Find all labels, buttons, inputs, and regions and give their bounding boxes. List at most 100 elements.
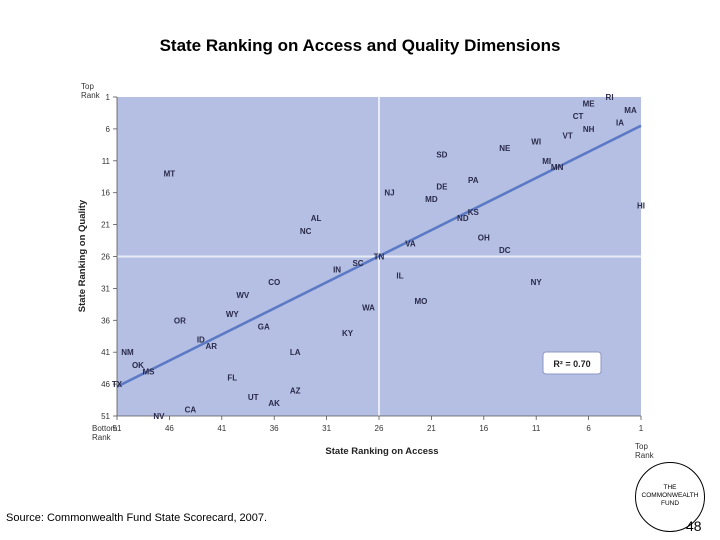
trend-line-group: [116, 124, 642, 388]
data-point-id: ID: [197, 335, 205, 344]
x-tick-label: 16: [479, 424, 488, 433]
data-point-fl: FL: [227, 374, 237, 383]
data-point-vt: VT: [563, 131, 573, 140]
y-tick-label: 31: [101, 284, 110, 293]
data-point-ma: MA: [624, 106, 637, 115]
y-tick-label: 46: [101, 380, 110, 389]
x-tick-label: 31: [322, 424, 331, 433]
y-axis-top-rank-label: Rank: [81, 91, 101, 100]
x-axis-title: State Ranking on Access: [325, 446, 438, 457]
x-tick-label: 51: [113, 424, 122, 433]
x-axis-top-rank-label: Rank: [635, 451, 655, 460]
source-note: Source: Commonwealth Fund State Scorecar…: [6, 512, 268, 524]
data-point-in: IN: [333, 265, 341, 274]
data-point-mi: MI: [542, 157, 551, 166]
data-point-wi: WI: [531, 138, 541, 147]
data-point-md: MD: [425, 195, 438, 204]
data-point-ny: NY: [531, 278, 543, 287]
data-point-me: ME: [583, 99, 596, 108]
logo-line-3: FUND: [660, 500, 680, 507]
annotation-box: [542, 351, 602, 375]
data-point-wy: WY: [226, 310, 240, 319]
logo-line-2: COMMONWEALTH: [641, 492, 699, 499]
data-point-ga: GA: [258, 323, 270, 332]
data-point-ak: AK: [268, 399, 280, 408]
data-point-oh: OH: [478, 233, 490, 242]
page-number: 48: [686, 518, 702, 534]
x-axis-bottom-rank-label: Bottom: [92, 424, 118, 433]
axis-titles: State Ranking on Access State Ranking on …: [77, 199, 439, 457]
trend-line: [116, 124, 642, 388]
logo-ring: [635, 462, 705, 532]
x-tick-label: 6: [586, 424, 591, 433]
data-point-ms: MS: [142, 367, 155, 376]
data-point-nc: NC: [300, 227, 312, 236]
data-point-tn: TN: [374, 253, 385, 262]
data-point-co: CO: [268, 278, 280, 287]
x-tick-label: 1: [639, 424, 644, 433]
data-point-ne: NE: [499, 144, 511, 153]
data-point-al: AL: [311, 214, 322, 223]
data-point-sd: SD: [436, 150, 447, 159]
y-tick-label: 51: [101, 412, 110, 421]
data-point-az: AZ: [290, 386, 301, 395]
x-tick-label: 46: [165, 424, 174, 433]
x-tick-label: 21: [427, 424, 436, 433]
y-tick-label: 6: [106, 125, 111, 134]
data-point-sc: SC: [352, 259, 363, 268]
data-point-hi: HI: [637, 201, 645, 210]
y-tick-label: 11: [102, 157, 111, 166]
data-point-mn: MN: [551, 163, 564, 172]
data-point-nj: NJ: [384, 189, 394, 198]
data-point-wa: WA: [362, 304, 375, 313]
y-tick-label: 1: [106, 93, 111, 102]
x-tick-label: 41: [217, 424, 226, 433]
data-point-de: DE: [436, 182, 448, 191]
y-tick-label: 36: [101, 316, 110, 325]
data-point-nd: ND: [457, 214, 469, 223]
data-point-ok: OK: [132, 361, 144, 370]
y-tick-label: 16: [101, 189, 110, 198]
x-axis-top-rank-label: Top: [635, 442, 648, 451]
data-point-va: VA: [405, 240, 416, 249]
data-point-ca: CA: [185, 406, 197, 415]
data-point-ct: CT: [573, 112, 584, 121]
data-point-or: OR: [174, 316, 186, 325]
y-tick-label: 41: [101, 348, 110, 357]
r-squared-annotation: R² = 0.70: [542, 351, 602, 375]
commonwealth-fund-logo: THE COMMONWEALTH FUND: [630, 458, 710, 538]
logo-line-1: THE: [663, 484, 677, 491]
data-point-ky: KY: [342, 329, 354, 338]
annotation-text: R² = 0.70: [553, 359, 590, 369]
data-point-la: LA: [290, 348, 301, 357]
x-tick-label: 11: [532, 424, 541, 433]
slide-title: State Ranking on Access and Quality Dime…: [159, 36, 561, 55]
y-tick-label: 21: [101, 221, 110, 230]
data-point-pa: PA: [468, 176, 479, 185]
data-point-mt: MT: [164, 170, 176, 179]
data-point-dc: DC: [499, 246, 511, 255]
data-point-il: IL: [396, 272, 403, 281]
data-point-nv: NV: [153, 412, 165, 421]
y-tick-label: 26: [101, 253, 110, 262]
x-tick-label: 36: [270, 424, 279, 433]
data-point-ar: AR: [206, 342, 218, 351]
x-axis-bottom-rank-label: Rank: [92, 433, 112, 442]
data-point-ia: IA: [616, 119, 624, 128]
y-axis-top-rank-label: Top: [81, 82, 94, 91]
data-point-ri: RI: [606, 93, 614, 102]
logo-text: THE COMMONWEALTH FUND: [634, 484, 706, 508]
data-point-nh: NH: [583, 125, 595, 134]
y-axis-title: State Ranking on Quality: [77, 199, 88, 312]
data-point-nm: NM: [121, 348, 134, 357]
data-point-ks: KS: [468, 208, 480, 217]
data-point-tx: TX: [112, 380, 123, 389]
x-tick-label: 26: [375, 424, 384, 433]
data-point-wv: WV: [236, 291, 250, 300]
data-point-ut: UT: [248, 393, 259, 402]
data-point-mo: MO: [414, 297, 427, 306]
